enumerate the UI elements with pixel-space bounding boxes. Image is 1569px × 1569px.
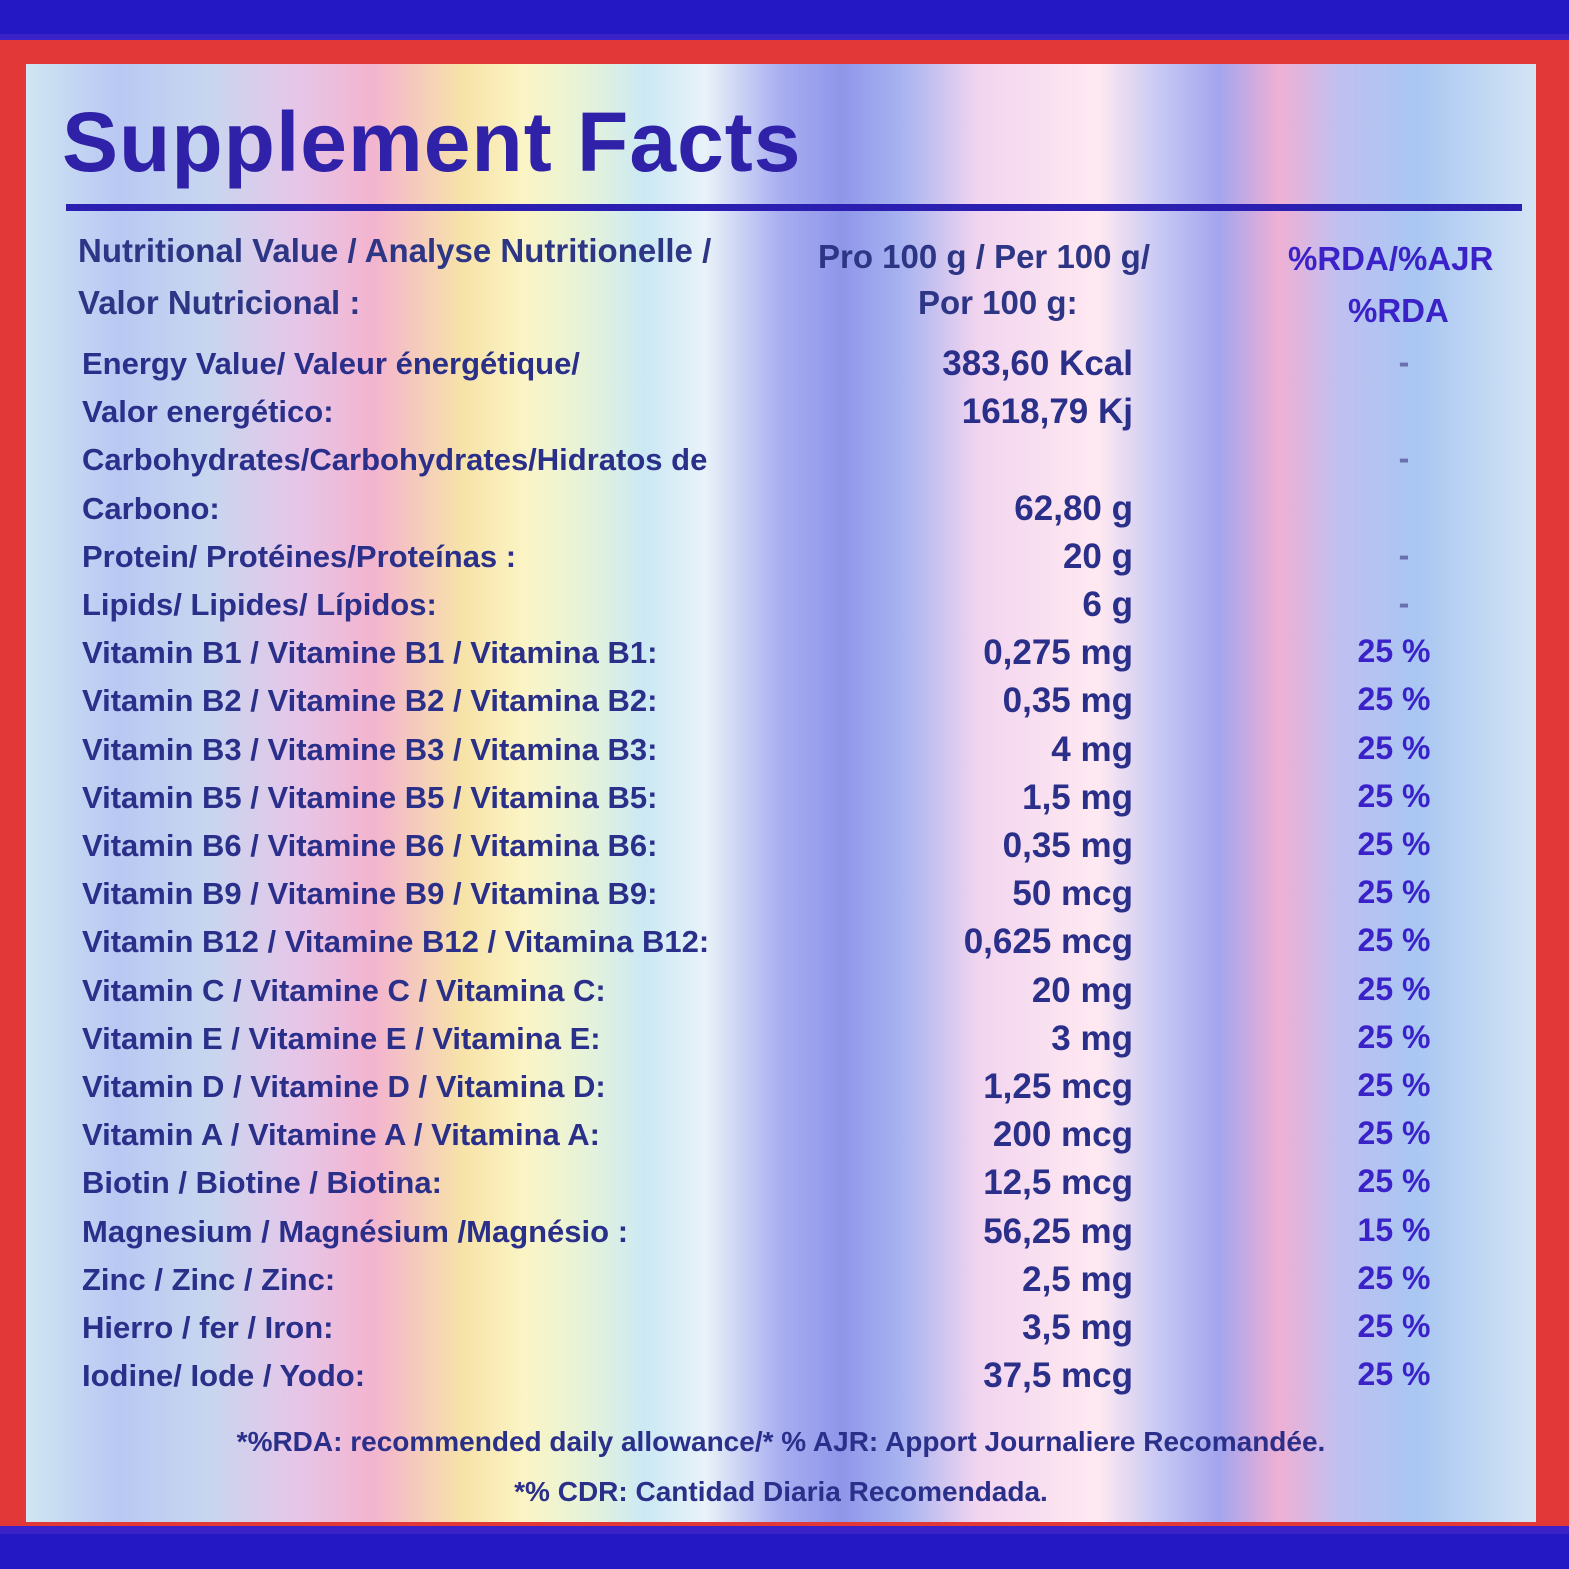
nutrient-rda: 25 % [1357, 730, 1431, 766]
nutrient-amount: 0,35 mg [1002, 681, 1133, 720]
nutrient-amount: 0,625 mcg [963, 922, 1133, 961]
nutrient-label: Hierro / fer / Iron: [82, 1310, 334, 1345]
nutrient-label: Zinc / Zinc / Zinc: [82, 1262, 336, 1297]
nutrient-rda: 25 % [1357, 826, 1431, 862]
nutrient-amount: 6 g [1082, 585, 1133, 624]
nutrient-label: Biotin / Biotine / Biotina: [82, 1165, 442, 1200]
nutrient-label: Carbohydrates/Carbohydrates/Hidratos de [82, 442, 708, 477]
nutrient-rda: 25 % [1357, 1067, 1431, 1103]
nutrient-amount: 1,25 mcg [983, 1067, 1133, 1106]
nutrient-rda: 25 % [1357, 1115, 1431, 1151]
header-nutritional-value: Nutritional Value / Analyse Nutritionell… [78, 232, 712, 269]
nutrient-amount: 1,5 mg [1022, 778, 1133, 817]
supplement-facts-panel: Supplement Facts Nutritional Value / Ana… [26, 64, 1536, 1522]
nutrient-rda: - [1398, 537, 1410, 573]
header-rda: %RDA [1348, 292, 1449, 329]
nutrient-rda: 25 % [1357, 971, 1431, 1007]
nutrient-amount: 1618,79 Kj [961, 392, 1133, 431]
nutrient-amount: 20 g [1062, 537, 1133, 576]
nutrient-amount: 4 mg [1051, 730, 1133, 769]
nutrient-amount: 62,80 g [1014, 489, 1133, 528]
nutrient-label: Vitamin B2 / Vitamine B2 / Vitamina B2: [82, 683, 658, 718]
nutrient-rda: - [1398, 585, 1410, 621]
nutrient-label: Vitamin A / Vitamine A / Vitamina A: [82, 1117, 600, 1152]
nutrient-amount: 3 mg [1051, 1019, 1133, 1058]
nutrient-rda: 25 % [1357, 1308, 1431, 1344]
nutrient-amount: 383,60 Kcal [942, 344, 1133, 383]
footnote-cdr: *% CDR: Cantidad Diaria Recomendada. [514, 1476, 1048, 1507]
nutrient-rda: 25 % [1357, 874, 1431, 910]
nutrient-label: Lipids/ Lipides/ Lípidos: [82, 587, 437, 622]
nutrient-label: Iodine/ Iode / Yodo: [82, 1358, 366, 1393]
nutrient-label: Vitamin B6 / Vitamine B6 / Vitamina B6: [82, 828, 658, 863]
nutrient-label: Valor energético: [82, 394, 334, 429]
nutrient-rda: 15 % [1357, 1212, 1431, 1248]
nutrient-rda: - [1398, 440, 1410, 476]
nutrient-label: Vitamin D / Vitamine D / Vitamina D: [82, 1069, 606, 1104]
nutrient-rda: 25 % [1357, 922, 1431, 958]
nutrient-amount: 20 mg [1031, 971, 1133, 1010]
nutrient-label: Protein/ Protéines/Proteínas : [82, 539, 517, 574]
nutrient-label: Energy Value/ Valeur énergétique/ [82, 346, 580, 381]
header-per-100g: Pro 100 g / Per 100 g/ [818, 238, 1150, 275]
nutrient-label: Vitamin B1 / Vitamine B1 / Vitamina B1: [82, 635, 658, 670]
nutrient-rda: 25 % [1357, 1356, 1431, 1392]
panel-title: Supplement Facts [62, 95, 802, 189]
nutrient-amount: 0,275 mg [983, 633, 1133, 672]
nutrient-rda: - [1398, 344, 1410, 380]
nutrient-label: Magnesium / Magnésium /Magnésio : [82, 1214, 629, 1249]
nutrient-amount: 12,5 mcg [983, 1163, 1133, 1202]
footnote-rda-ajr: *%RDA: recommended daily allowance/* % A… [236, 1426, 1326, 1457]
nutrient-label: Vitamin E / Vitamine E / Vitamina E: [82, 1021, 601, 1056]
nutrient-amount: 2,5 mg [1022, 1260, 1133, 1299]
nutrient-rda: 25 % [1357, 1260, 1431, 1296]
header-valor-nutricional: Valor Nutricional : [78, 284, 361, 321]
nutrient-label: Vitamin B9 / Vitamine B9 / Vitamina B9: [82, 876, 658, 911]
nutrient-amount: 56,25 mg [983, 1212, 1133, 1251]
nutrient-amount: 37,5 mcg [983, 1356, 1133, 1395]
header-rda-ajr: %RDA/%AJR [1288, 240, 1494, 277]
nutrient-label: Vitamin B3 / Vitamine B3 / Vitamina B3: [82, 732, 658, 767]
nutrient-rda: 25 % [1357, 778, 1431, 814]
nutrient-amount: 50 mcg [1012, 874, 1133, 913]
nutrient-label: Vitamin B12 / Vitamine B12 / Vitamina B1… [82, 924, 710, 959]
header-por-100g: Por 100 g: [918, 284, 1078, 321]
nutrient-amount: 200 mcg [992, 1115, 1133, 1154]
nutrient-rda: 25 % [1357, 681, 1431, 717]
nutrient-label: Vitamin C / Vitamine C / Vitamina C: [82, 973, 606, 1008]
nutrient-amount: 3,5 mg [1022, 1308, 1133, 1347]
nutrient-amount: 0,35 mg [1002, 826, 1133, 865]
nutrient-rda: 25 % [1357, 633, 1431, 669]
nutrient-rda: 25 % [1357, 1019, 1431, 1055]
nutrient-label: Carbono: [82, 491, 220, 526]
nutrient-label: Vitamin B5 / Vitamine B5 / Vitamina B5: [82, 780, 658, 815]
nutrient-rda: 25 % [1357, 1163, 1431, 1199]
title-divider [66, 204, 1522, 211]
